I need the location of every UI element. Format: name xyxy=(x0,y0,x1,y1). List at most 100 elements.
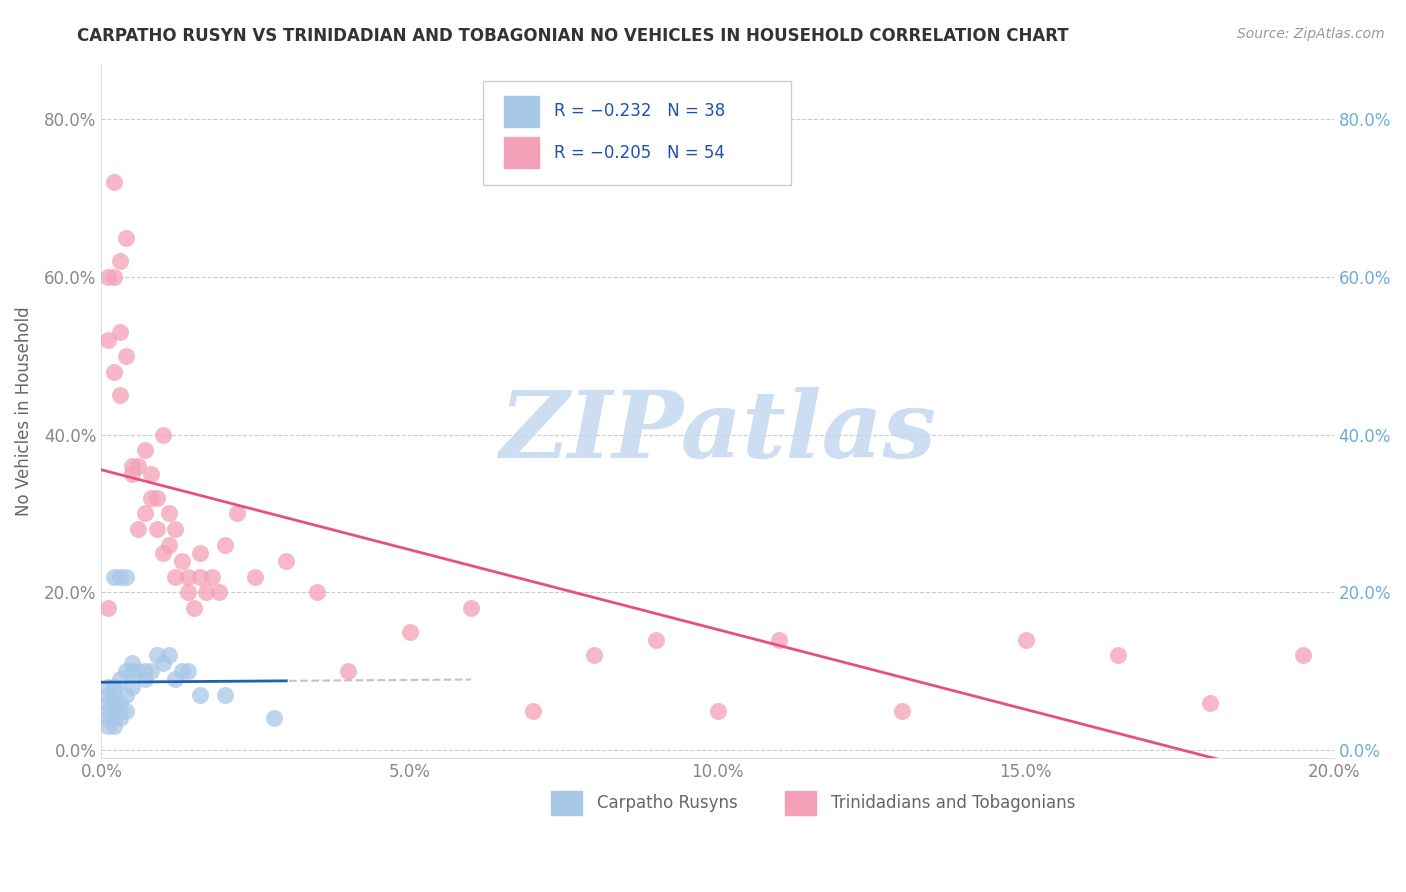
Point xyxy=(121,459,143,474)
Text: R = −0.205   N = 54: R = −0.205 N = 54 xyxy=(554,144,724,161)
Text: CARPATHO RUSYN VS TRINIDADIAN AND TOBAGONIAN NO VEHICLES IN HOUSEHOLD CORRELATIO: CARPATHO RUSYN VS TRINIDADIAN AND TOBAGO… xyxy=(77,27,1069,45)
Point xyxy=(522,704,544,718)
Point xyxy=(103,719,125,733)
Point xyxy=(97,680,120,694)
Point xyxy=(121,664,143,678)
Point xyxy=(214,688,236,702)
Point xyxy=(183,601,205,615)
Point xyxy=(134,443,156,458)
Point xyxy=(108,696,131,710)
Point xyxy=(165,569,187,583)
Point xyxy=(127,664,149,678)
Point xyxy=(97,704,120,718)
Point xyxy=(134,507,156,521)
Point xyxy=(97,333,120,347)
Point xyxy=(139,467,162,481)
Point xyxy=(157,507,180,521)
Point xyxy=(146,522,169,536)
Point xyxy=(214,538,236,552)
Point xyxy=(134,672,156,686)
Text: Carpatho Rusyns: Carpatho Rusyns xyxy=(596,794,738,812)
Point xyxy=(201,569,224,583)
Point xyxy=(1014,632,1036,647)
Point xyxy=(177,585,200,599)
Point xyxy=(1199,696,1222,710)
Point xyxy=(127,459,149,474)
Text: Trinidadians and Tobagonians: Trinidadians and Tobagonians xyxy=(831,794,1076,812)
Point xyxy=(103,704,125,718)
Point xyxy=(263,711,285,725)
Point xyxy=(188,688,211,702)
Point xyxy=(152,657,174,671)
Point xyxy=(139,491,162,505)
Point xyxy=(583,648,606,663)
Point xyxy=(97,711,120,725)
Point xyxy=(103,711,125,725)
Point xyxy=(768,632,790,647)
Point xyxy=(103,680,125,694)
Point xyxy=(188,546,211,560)
Point xyxy=(157,648,180,663)
Point xyxy=(103,269,125,284)
Text: ZIPatlas: ZIPatlas xyxy=(499,387,936,477)
Point xyxy=(336,664,359,678)
Bar xyxy=(551,791,582,815)
Point xyxy=(165,522,187,536)
Point xyxy=(108,569,131,583)
Point xyxy=(103,696,125,710)
Point xyxy=(891,704,914,718)
Point xyxy=(139,664,162,678)
Point xyxy=(177,664,200,678)
Point xyxy=(245,569,267,583)
Point xyxy=(307,585,329,599)
Point xyxy=(97,696,120,710)
Point xyxy=(207,585,229,599)
Point xyxy=(108,704,131,718)
Point xyxy=(170,554,193,568)
Bar xyxy=(786,791,815,815)
Point xyxy=(170,664,193,678)
Text: Source: ZipAtlas.com: Source: ZipAtlas.com xyxy=(1237,27,1385,41)
Point xyxy=(645,632,668,647)
Point xyxy=(108,325,131,339)
Bar xyxy=(505,137,538,169)
Point xyxy=(398,624,420,639)
Point xyxy=(115,664,138,678)
Point xyxy=(97,601,120,615)
Point xyxy=(121,657,143,671)
Point xyxy=(108,672,131,686)
Point xyxy=(152,546,174,560)
Text: R = −0.232   N = 38: R = −0.232 N = 38 xyxy=(554,103,725,120)
Point xyxy=(1292,648,1315,663)
Point xyxy=(121,467,143,481)
Point xyxy=(226,507,249,521)
Point xyxy=(177,569,200,583)
Point xyxy=(1107,648,1129,663)
Point xyxy=(103,365,125,379)
Point xyxy=(103,175,125,189)
Point xyxy=(97,688,120,702)
Point xyxy=(115,704,138,718)
Point xyxy=(108,711,131,725)
Point xyxy=(103,688,125,702)
Point xyxy=(115,349,138,363)
Point xyxy=(103,569,125,583)
Point xyxy=(188,569,211,583)
Point xyxy=(115,230,138,244)
Point xyxy=(115,569,138,583)
Point xyxy=(108,254,131,268)
Point xyxy=(152,427,174,442)
Point xyxy=(97,719,120,733)
Point xyxy=(460,601,482,615)
Point xyxy=(108,388,131,402)
Point xyxy=(115,688,138,702)
Point xyxy=(157,538,180,552)
Point xyxy=(276,554,298,568)
Point xyxy=(146,491,169,505)
Point xyxy=(127,522,149,536)
Point xyxy=(134,664,156,678)
Point xyxy=(165,672,187,686)
Point xyxy=(146,648,169,663)
Point xyxy=(195,585,218,599)
Y-axis label: No Vehicles in Household: No Vehicles in Household xyxy=(15,306,32,516)
